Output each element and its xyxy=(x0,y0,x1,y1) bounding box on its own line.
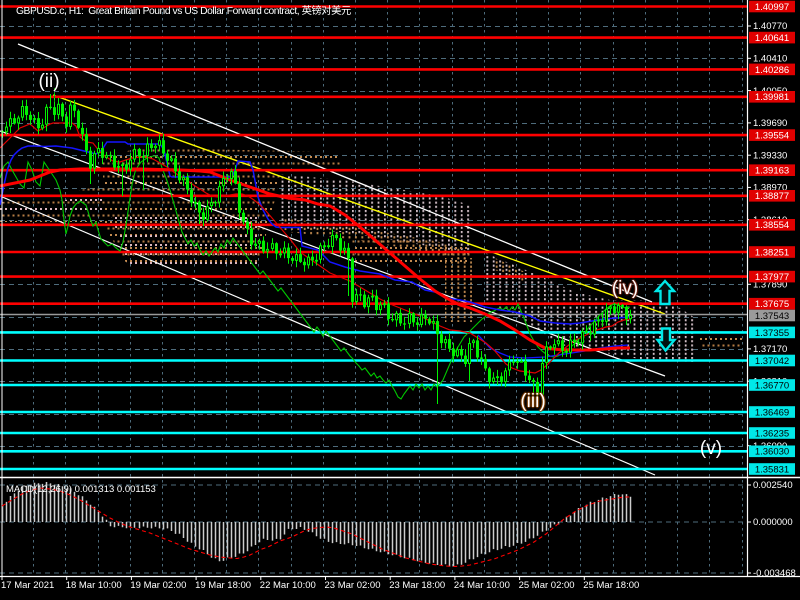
svg-text:18 Mar 10:00: 18 Mar 10:00 xyxy=(66,580,122,591)
svg-text:1.37042: 1.37042 xyxy=(755,356,789,367)
svg-text:0.002540: 0.002540 xyxy=(753,480,793,491)
svg-text:1.37543: 1.37543 xyxy=(755,311,789,322)
svg-text:1.38970: 1.38970 xyxy=(753,183,787,194)
svg-text:23 Mar 02:00: 23 Mar 02:00 xyxy=(325,580,381,591)
svg-text:1.40997: 1.40997 xyxy=(755,2,789,13)
svg-text:1.40286: 1.40286 xyxy=(755,65,789,76)
svg-text:25 Mar 18:00: 25 Mar 18:00 xyxy=(583,580,639,591)
svg-text:-0.003468: -0.003468 xyxy=(753,568,796,579)
svg-text:19 Mar 02:00: 19 Mar 02:00 xyxy=(130,580,186,591)
svg-text:24 Mar 10:00: 24 Mar 10:00 xyxy=(454,580,510,591)
svg-text:1.37675: 1.37675 xyxy=(755,299,789,310)
svg-text:(ii): (ii) xyxy=(38,71,59,92)
svg-text:1.39554: 1.39554 xyxy=(755,131,789,142)
svg-text:1.37890: 1.37890 xyxy=(753,280,787,291)
svg-text:1.39330: 1.39330 xyxy=(753,150,787,161)
svg-text:(iii): (iii) xyxy=(520,391,545,412)
svg-text:1.38251: 1.38251 xyxy=(755,247,789,258)
svg-text:1.39981: 1.39981 xyxy=(755,92,789,103)
svg-text:0.000000: 0.000000 xyxy=(753,517,793,528)
svg-text:25 Mar 02:00: 25 Mar 02:00 xyxy=(519,580,575,591)
svg-text:1.38554: 1.38554 xyxy=(755,220,789,231)
svg-text:1.40641: 1.40641 xyxy=(755,33,789,44)
svg-text:1.37170: 1.37170 xyxy=(753,344,787,355)
svg-text:1.39690: 1.39690 xyxy=(753,118,787,129)
svg-text:1.39163: 1.39163 xyxy=(755,166,789,177)
svg-text:23 Mar 18:00: 23 Mar 18:00 xyxy=(389,580,445,591)
svg-text:1.37355: 1.37355 xyxy=(755,328,789,339)
svg-text:17 Mar 2021: 17 Mar 2021 xyxy=(1,580,54,591)
svg-text:1.37977: 1.37977 xyxy=(755,272,789,283)
svg-text:1.36469: 1.36469 xyxy=(755,407,789,418)
svg-text:19 Mar 18:00: 19 Mar 18:00 xyxy=(195,580,251,591)
svg-text:22 Mar 10:00: 22 Mar 10:00 xyxy=(260,580,316,591)
svg-text:MACD(12,26,9) 0.001313 0.00115: MACD(12,26,9) 0.001313 0.001153 xyxy=(6,484,156,495)
svg-text:1.36030: 1.36030 xyxy=(755,447,789,458)
svg-text:1.40410: 1.40410 xyxy=(753,54,787,65)
svg-text:1.36235: 1.36235 xyxy=(755,428,789,439)
svg-text:1.35831: 1.35831 xyxy=(755,464,789,475)
svg-text:1.38877: 1.38877 xyxy=(755,191,789,202)
svg-text:GBPUSD.c, H1: Great Britain P: GBPUSD.c, H1: Great Britain Pound vs US … xyxy=(16,4,351,17)
svg-text:(iv): (iv) xyxy=(612,278,638,299)
svg-text:1.40770: 1.40770 xyxy=(753,21,787,32)
svg-text:(v): (v) xyxy=(700,438,722,459)
svg-text:1.36770: 1.36770 xyxy=(755,380,789,391)
